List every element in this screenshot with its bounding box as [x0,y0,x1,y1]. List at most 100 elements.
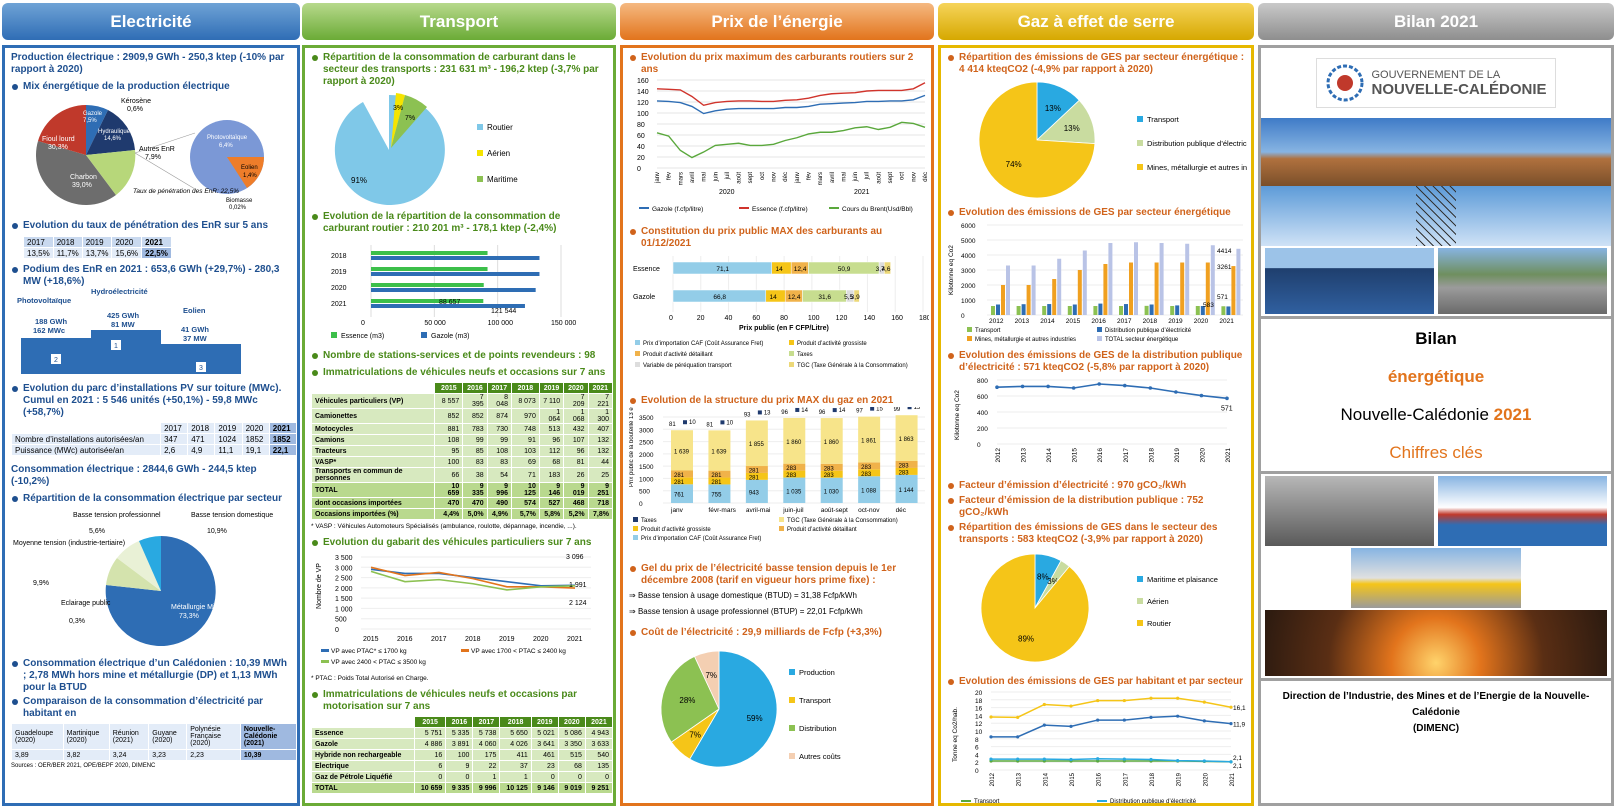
bar-segment [671,484,693,503]
bar-segment [745,420,768,467]
rep-title: Répartition de la consommation électriqu… [11,493,291,505]
data-point [1042,723,1046,727]
sources: Sources : OER/BER 2021, OPE/BEPF 2020, D… [11,763,156,769]
column-electricite: Electricité Production électrique : 2909… [2,3,300,806]
slice-eolien [227,157,264,188]
photo-industry [1265,610,1607,676]
bar [1200,306,1205,315]
header-ges: Gaz à effet de serre [938,3,1254,40]
data-point [1122,383,1127,388]
data-label: 15 [876,407,883,413]
gaz-bar-chart: 0 500 1000 1500 2000 2500 3000 3500 Prix public … [629,385,925,542]
data-label: 81 [669,422,676,428]
svg-text:Kérosène: Kérosène [121,98,151,105]
svg-text:Moyenne tension (industrie-ter: Moyenne tension (industrie-tertiaire) [13,540,125,547]
data-point [989,735,993,739]
tick-label: 400 [977,410,988,417]
svg-text:Hydroélectricité: Hydroélectricité [91,288,148,296]
tick-label: 2012 [989,318,1004,325]
tick-label: 1000 [639,476,654,483]
bar [1098,303,1103,315]
data-label: 7% [689,731,701,740]
data-label: 571 [1221,405,1233,412]
slice-bt-pro [117,541,161,591]
header-electricite: Electricité [2,3,300,40]
svg-text:3%: 3% [393,105,403,112]
bar-gazole [371,256,540,260]
svg-text:Eolien: Eolien [183,306,206,315]
tick-label: 0 [975,768,979,775]
data-point [1069,724,1073,728]
tick-label: 2018 [465,636,481,643]
data-label: 14 [775,266,783,273]
bilan-l1: Bilan [1415,329,1457,348]
tick-label: 200 [977,426,988,433]
tick-label: 0 [977,442,981,449]
ges-transport-pie-chart: 8%3% 89% Maritime et plaisance Aérien Routie… [980,553,1218,663]
ges-pie-chart: 13% 13% 74% Transport Distribution publique … [978,81,1251,199]
bar [1159,243,1164,315]
tick-label: mai [841,172,847,182]
data-label: 99 [894,407,901,413]
tick-label: 2017 [431,636,447,643]
table-row: Essence 5 751 5 335 5 738 5 650 5 021 5 086 4 9… [311,727,613,739]
tick-label: 1500 [639,464,654,471]
data-label: 2,1 [1233,763,1242,770]
tick-label: 0 [639,501,643,508]
tick-label: 10 [975,729,983,736]
svg-text:Biomasse: Biomasse [226,198,253,204]
tick-label: 500 [335,617,347,624]
tick-label: 40 [637,144,645,151]
legend-item: Mines, métallurgie et autres industries [1147,163,1247,172]
year-label: 2021 [331,301,347,308]
svg-text:188 GWh: 188 GWh [35,317,68,326]
tick-label: 0 [361,320,365,327]
data-point [1225,396,1229,401]
bar-essence [371,283,484,287]
svg-text:Aérien: Aérien [487,149,510,158]
tick-label: fév [806,172,812,180]
bilan-l2: énergétique [1387,367,1485,386]
data-label: 1 861 [861,438,877,444]
column-bilan: Bilan 2021 GOUVERNEMENT DE LA NOUVELLE-C… [1258,3,1614,806]
data-label: 761 [674,493,685,499]
tick-label: 0 [335,627,339,634]
tick-label: 3500 [639,415,654,422]
bar-segment [783,470,806,478]
comp-title: Comparaison de la consommation d’électri… [11,696,291,720]
tick-label: juil [725,172,731,180]
tick-label: 3 500 [335,555,353,562]
bar [1226,306,1231,315]
data-label: 1 860 [824,440,840,446]
tick-label: 2 [975,760,979,767]
bar [1057,258,1062,315]
tick-label: 3 000 [335,565,353,572]
data-label: 3,9 [851,294,860,301]
legend-item: Taxes [797,352,813,358]
tick-label: mars [678,172,684,185]
year-label: 2019 [331,269,347,276]
tick-label: juin-juil [782,507,804,514]
bar [1144,305,1149,315]
data-label: 755 [711,493,722,499]
comp-table: Guadeloupe (2020) Martinique (2020) Réunio… [11,723,297,761]
svg-text:0,3%: 0,3% [69,618,85,625]
tick-label: 150 000 [551,320,576,327]
data-label: 66,8 [713,294,726,301]
table-row: dont occasions importées 470 470 490 574 527 4… [310,497,613,509]
legend-item: Produit d’activité grossiste [797,341,867,347]
ges-bar-chart: 0 1000 2000 3000 4000 5000 6000 Kilotonne eq Co… [948,223,1243,343]
svg-text:7%: 7% [405,115,415,122]
tick-label: 0 [637,166,641,173]
series-line [991,757,1232,763]
data-label: 283 [899,463,910,469]
year-label: 2018 [331,253,347,260]
svg-text:Autres EnR: Autres EnR [139,146,175,153]
data-point [1176,714,1180,718]
fe-dp: Facteur d’émission de la distribution pu… [947,495,1245,519]
slice-bt-dom [139,536,161,591]
pie-slice [694,650,720,710]
y-axis-label: Kilotonne eq Co2 [948,245,955,295]
tick-label: 2018 [1143,318,1158,325]
